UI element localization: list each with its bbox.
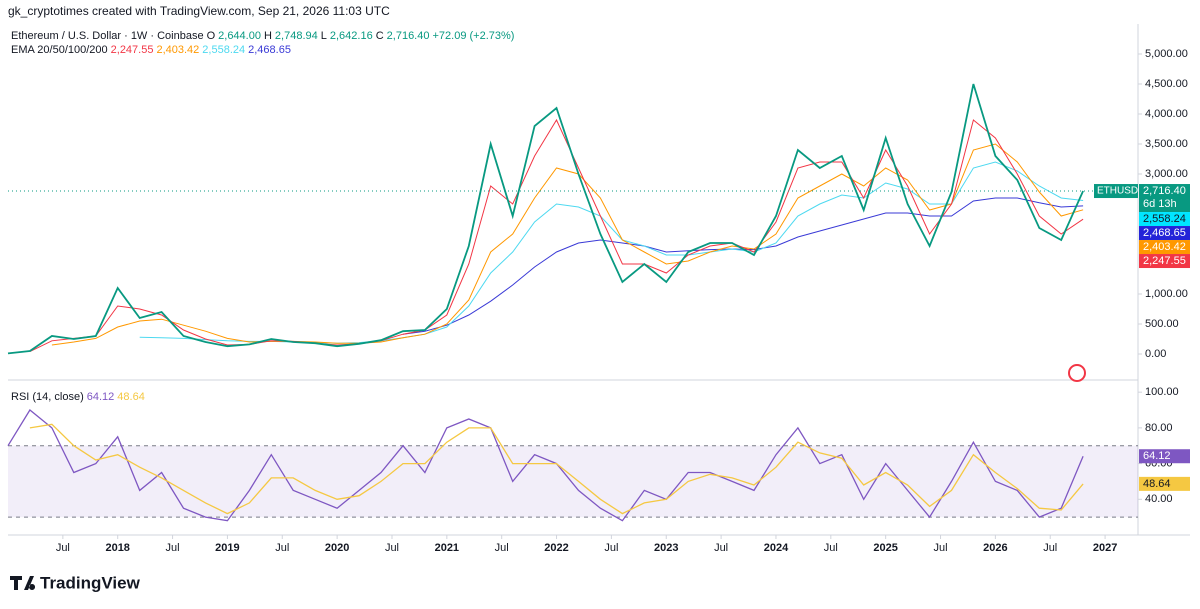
time-tick-label: Jul [385,542,399,554]
rsi-tick-label: 40.00 [1145,493,1173,505]
time-tick-label: 2022 [544,542,568,554]
price-tick-label: 500.00 [1145,318,1179,330]
rsi-tag-label: 48.64 [1143,478,1171,490]
price-tick-label: 4,000.00 [1145,108,1188,120]
legend-line: Ethereum / U.S. Dollar · 1W · Coinbase O 2… [11,30,514,42]
ema-tag [1139,254,1190,269]
change: +72.09 (+2.73%) [432,30,514,42]
ema-value: 2,403.42 [156,44,199,56]
logo: TradingView [10,573,141,592]
ema-tag [1139,240,1190,255]
price-tick-label: 4,500.00 [1145,78,1188,90]
series-line [29,423,1084,515]
last-price-label: 2,716.40 [1143,185,1186,197]
ema-tag-label: 2,403.42 [1143,241,1186,253]
ema-value: 2,468.65 [248,44,291,56]
ohlc-key: H [264,30,272,42]
series-line [7,409,1084,522]
legend-line: RSI (14, close) 64.12 48.64 [11,391,145,403]
rsi-value: 64.12 [87,391,115,403]
time-tick-label: 2020 [325,542,349,554]
logo-mark [10,576,36,590]
rsi-tag [1139,449,1190,464]
time-tick-label: 2021 [435,542,459,554]
ohlc-value: 2,644.00 [218,30,261,42]
time-tick-label: Jul [824,542,838,554]
time-tick-label: Jul [275,542,289,554]
rsi-tag-label: 64.12 [1143,450,1171,462]
ema-tag [1139,212,1190,227]
symbol: Ethereum / U.S. Dollar · 1W · Coinbase [11,30,204,42]
price-tick-label: 3,500.00 [1145,138,1188,150]
countdown: 6d 13h [1143,198,1177,210]
ema-tag-label: 2,247.55 [1143,255,1186,267]
series-line [29,118,1084,353]
series-line [51,143,1084,346]
event-icon[interactable] [1068,364,1086,382]
time-tick-label: 2026 [983,542,1007,554]
ohlc-value: 2,748.94 [275,30,318,42]
time-tick-label: 2019 [215,542,239,554]
series-line [7,83,1084,355]
time-tick-label: 2025 [873,542,897,554]
rsi-tag [1139,476,1190,491]
legend-line: EMA 20/50/100/200 2,247.55 2,403.42 2,558.2… [11,44,291,56]
ema-tag-label: 2,558.24 [1143,213,1186,225]
rsi-label: RSI (14, close) [11,391,84,403]
rsi-tick-label: 100.00 [1145,386,1179,398]
time-tick-label: Jul [714,542,728,554]
time-tick-label: 2027 [1093,542,1117,554]
time-tick-label: Jul [166,542,180,554]
price-tick-label: 5,000.00 [1145,48,1188,60]
rsi-band-fill [8,445,1138,518]
attribution: gk_cryptotimes created with TradingView.… [8,4,390,18]
logo-text: TradingView [40,573,141,592]
ema-value: 2,558.24 [202,44,245,56]
ohlc-value: 2,716.40 [387,30,430,42]
ema-tag-label: 2,468.65 [1143,227,1186,239]
time-tick-label: 2023 [654,542,678,554]
time-tick-label: Jul [604,542,618,554]
ohlc-key: C [376,30,384,42]
ohlc-key: L [321,30,327,42]
rsi-value: 48.64 [117,391,145,403]
time-tick-label: 2024 [764,542,789,554]
time-tick-label: 2018 [105,542,129,554]
ticker-label: ETHUSD [1097,186,1138,197]
rsi-tick-label: 80.00 [1145,422,1173,434]
price-tick-label: 3,000.00 [1145,168,1188,180]
time-tick-label: Jul [56,542,70,554]
ohlc-key: O [207,30,216,42]
ema-label: EMA 20/50/100/200 [11,44,108,56]
last-price-tag [1139,184,1190,213]
ema-value: 2,247.55 [111,44,154,56]
ticker-tag [1094,184,1138,199]
ohlc-value: 2,642.16 [330,30,373,42]
time-tick-label: Jul [1043,542,1057,554]
time-tick-label: Jul [933,542,947,554]
price-tick-label: 0.00 [1145,348,1166,360]
ema-tag [1139,226,1190,241]
time-tick-label: Jul [495,542,509,554]
price-tick-label: 1,000.00 [1145,288,1188,300]
